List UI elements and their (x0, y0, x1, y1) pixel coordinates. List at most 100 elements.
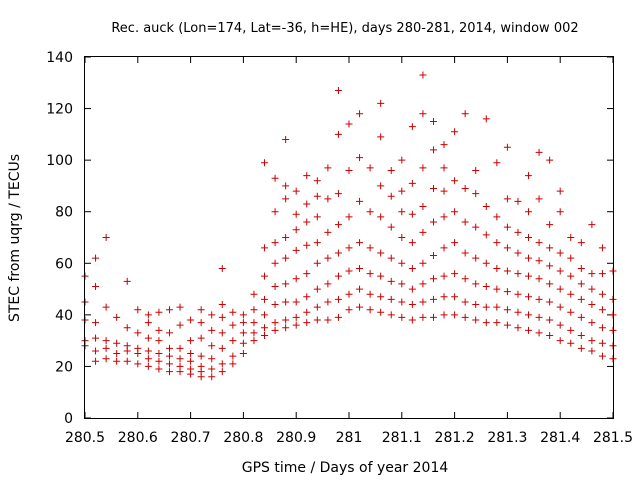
data-point (197, 334, 205, 342)
data-point (525, 208, 533, 216)
data-point (387, 223, 395, 231)
data-point (556, 337, 564, 345)
data-point (324, 316, 332, 324)
data-point (239, 350, 247, 358)
data-point (525, 326, 533, 334)
data-point (92, 347, 100, 355)
data-point (324, 280, 332, 288)
data-point (598, 352, 606, 360)
data-point (472, 254, 480, 262)
data-point (419, 203, 427, 211)
data-point (345, 213, 353, 221)
data-point (134, 344, 142, 352)
data-point (377, 213, 385, 221)
data-point (345, 166, 353, 174)
data-point (366, 164, 374, 172)
data-point (440, 244, 448, 252)
data-point (271, 259, 279, 267)
data-point (155, 357, 163, 365)
data-point (503, 267, 511, 275)
data-point (176, 362, 184, 370)
data-point (567, 308, 575, 316)
data-point (461, 218, 469, 226)
data-point (218, 313, 226, 321)
data-point (525, 272, 533, 280)
data-point (588, 285, 596, 293)
y-tick-label: 60 (55, 256, 73, 272)
data-point (503, 288, 511, 296)
data-point (271, 326, 279, 334)
data-point (366, 270, 374, 278)
data-point (514, 324, 522, 332)
data-point (546, 156, 554, 164)
data-point (398, 208, 406, 216)
data-point (482, 115, 490, 123)
data-point (292, 313, 300, 321)
data-point (334, 87, 342, 95)
data-point (261, 272, 269, 280)
data-point (514, 249, 522, 257)
data-point (419, 228, 427, 236)
data-point (334, 295, 342, 303)
data-point (535, 295, 543, 303)
data-point (377, 99, 385, 107)
data-point (356, 285, 364, 293)
data-point (208, 365, 216, 373)
data-point (187, 350, 195, 358)
data-point (292, 275, 300, 283)
data-point (197, 352, 205, 360)
data-point (588, 301, 596, 309)
data-point (514, 270, 522, 278)
data-point (514, 308, 522, 316)
data-point (113, 313, 121, 321)
data-point (503, 143, 511, 151)
data-point (292, 246, 300, 254)
data-points (81, 71, 617, 381)
data-point (577, 280, 585, 288)
data-point (313, 192, 321, 200)
data-point (514, 197, 522, 205)
data-point (144, 319, 152, 327)
data-point (165, 368, 173, 376)
x-tick-label: 281.2 (435, 430, 475, 446)
data-point (588, 347, 596, 355)
data-point (567, 254, 575, 262)
data-point (282, 280, 290, 288)
x-tick-label: 281 (336, 430, 363, 446)
data-point (208, 355, 216, 363)
data-point (514, 290, 522, 298)
data-point (472, 316, 480, 324)
data-point (588, 221, 596, 229)
data-point (313, 239, 321, 247)
data-point (229, 321, 237, 329)
data-point (408, 179, 416, 187)
data-point (303, 218, 311, 226)
data-point (292, 210, 300, 218)
data-point (451, 128, 459, 136)
data-point (493, 285, 501, 293)
data-point (356, 239, 364, 247)
data-point (451, 208, 459, 216)
data-point (187, 357, 195, 365)
data-point (546, 221, 554, 229)
data-point (282, 324, 290, 332)
data-point (292, 187, 300, 195)
data-point (429, 252, 437, 260)
data-point (92, 319, 100, 327)
data-point (525, 172, 533, 180)
data-point (165, 306, 173, 314)
data-point (514, 228, 522, 236)
data-point (461, 298, 469, 306)
data-point (334, 130, 342, 138)
data-point (324, 164, 332, 172)
data-point (334, 272, 342, 280)
data-point (292, 226, 300, 234)
data-point (398, 259, 406, 267)
data-point (282, 234, 290, 241)
data-point (546, 280, 554, 288)
y-tick-label: 120 (46, 102, 73, 118)
data-point (334, 221, 342, 229)
data-point (472, 166, 480, 174)
data-point (92, 282, 100, 290)
data-point (567, 326, 575, 334)
